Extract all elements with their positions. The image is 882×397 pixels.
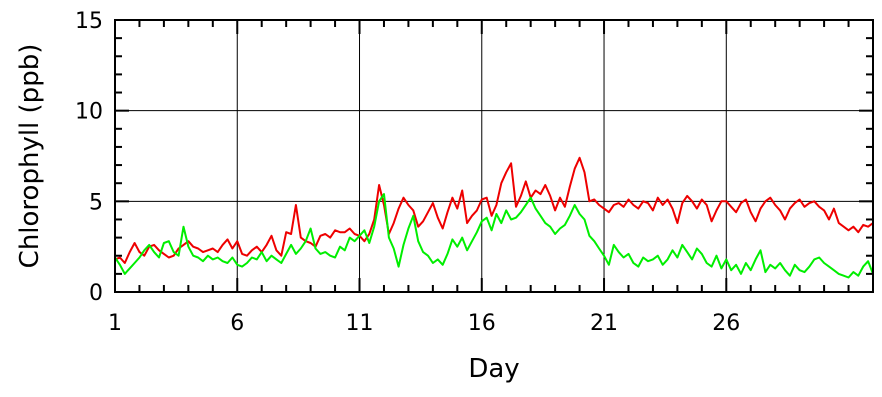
x-tick-label: 26 <box>712 311 740 336</box>
x-axis-label: Day <box>468 354 519 384</box>
x-tick-label: 16 <box>468 311 496 336</box>
y-axis-label: Chlorophyll (ppb) <box>15 44 45 269</box>
y-tick-label: 15 <box>75 9 103 34</box>
axis-ticks <box>114 19 874 293</box>
x-tick-label: 21 <box>590 311 618 336</box>
series-lines <box>114 156 874 279</box>
series-line-red <box>114 156 874 264</box>
x-tick-label: 6 <box>230 311 244 336</box>
y-tick-label: 5 <box>89 190 103 215</box>
y-tick-label: 10 <box>75 100 103 125</box>
plot-frame <box>114 19 874 293</box>
y-tick-label: 0 <box>89 281 103 306</box>
x-tick-label: 1 <box>108 311 122 336</box>
series-line-green <box>114 193 874 279</box>
x-tick-label: 11 <box>346 311 374 336</box>
